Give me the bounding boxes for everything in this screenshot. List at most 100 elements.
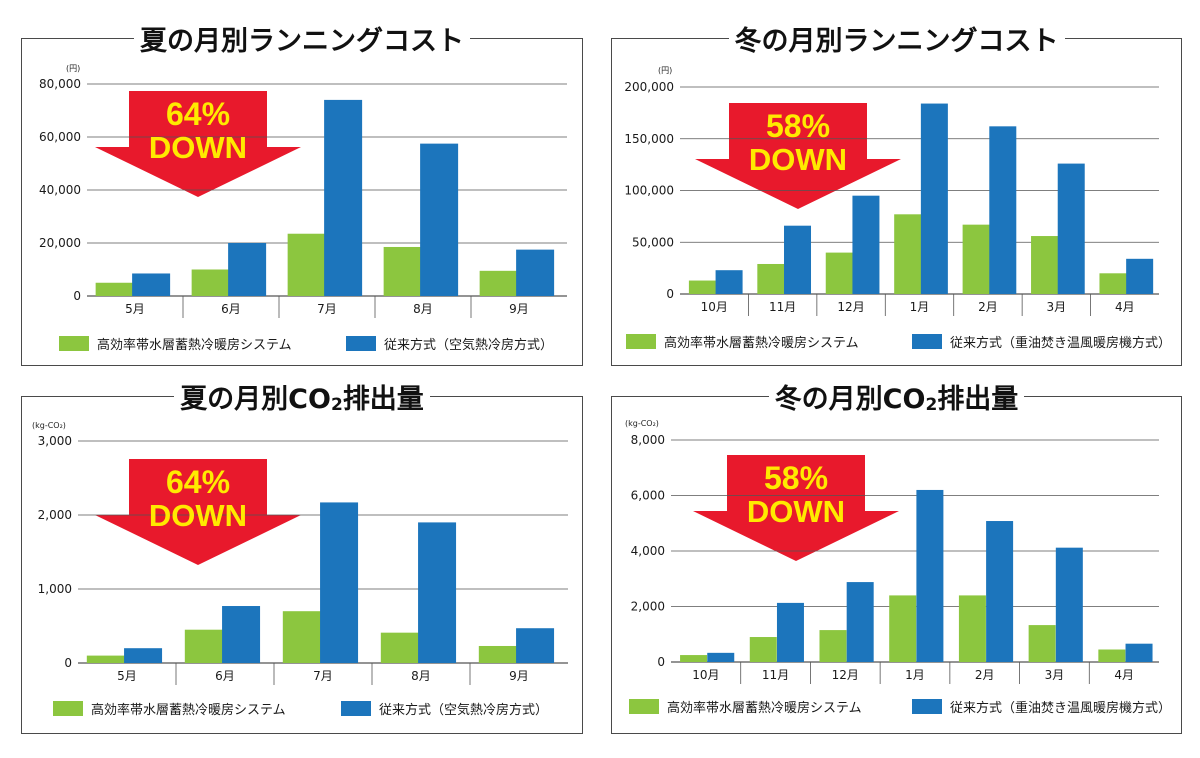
bar-blue bbox=[132, 273, 171, 296]
legend-swatch-blue bbox=[912, 699, 942, 714]
legend-label: 従来方式（重油焚き温風暖房機方式） bbox=[950, 701, 1172, 716]
legend-label: 従来方式（空気熱冷房方式） bbox=[384, 338, 554, 353]
bar-blue bbox=[1055, 547, 1083, 662]
down-arrow-icon bbox=[95, 91, 301, 197]
y-unit-label: (kg-CO₂) bbox=[32, 421, 66, 430]
bar-green bbox=[184, 629, 223, 663]
bar-blue bbox=[776, 602, 804, 662]
bar-green bbox=[1098, 649, 1126, 662]
y-tick-label: 1,000 bbox=[38, 582, 72, 596]
bar-blue bbox=[516, 249, 555, 296]
bar-blue bbox=[989, 126, 1017, 294]
legend-label: 高効率帯水層蓄熱冷暖房システム bbox=[91, 703, 286, 718]
x-tick-label: 11月 bbox=[769, 300, 796, 314]
bar-green bbox=[894, 214, 922, 294]
y-unit-label: (円) bbox=[658, 66, 673, 75]
x-tick-label: 12月 bbox=[832, 668, 859, 682]
bar-green bbox=[191, 269, 230, 296]
x-tick-label: 12月 bbox=[837, 300, 864, 314]
bar-green bbox=[1099, 273, 1127, 294]
y-tick-label: 0 bbox=[64, 656, 72, 670]
bar-green bbox=[287, 233, 326, 296]
x-tick-label: 7月 bbox=[313, 669, 333, 683]
legend-label: 従来方式（空気熱冷房方式） bbox=[379, 703, 549, 718]
bar-blue bbox=[324, 99, 363, 297]
legend-item-green: 高効率帯水層蓄熱冷暖房システム bbox=[53, 699, 286, 718]
bar-green bbox=[1031, 236, 1059, 294]
x-tick-label: 7月 bbox=[317, 302, 337, 316]
bar-blue bbox=[715, 270, 743, 294]
legend-swatch-blue bbox=[341, 701, 371, 716]
y-tick-label: 100,000 bbox=[624, 184, 674, 198]
bar-blue bbox=[707, 652, 735, 662]
x-tick-label: 8月 bbox=[411, 669, 431, 683]
x-tick-label: 6月 bbox=[221, 302, 241, 316]
winter-cost-chart-panel: 0 50,000 100,000 150,000 200,000 10月 11月 12月 1月 2… bbox=[611, 18, 1182, 366]
x-tick-label: 9月 bbox=[509, 669, 529, 683]
legend-swatch-blue bbox=[346, 336, 376, 351]
bar-blue bbox=[1057, 163, 1085, 294]
legend-item-blue: 従来方式（重油焚き温風暖房機方式） bbox=[912, 697, 1171, 716]
bar-blue bbox=[420, 143, 459, 296]
bar-green bbox=[958, 595, 986, 662]
x-tick-label: 1月 bbox=[910, 300, 930, 314]
bar-green bbox=[889, 595, 917, 662]
bar-blue bbox=[124, 648, 163, 663]
bar-blue bbox=[784, 225, 812, 294]
bar-blue bbox=[1125, 643, 1153, 662]
bar-green bbox=[282, 611, 321, 663]
legend-item-green: 高効率帯水層蓄熱冷暖房システム bbox=[626, 332, 859, 351]
bar-blue bbox=[222, 606, 261, 663]
x-tick-label: 8月 bbox=[413, 302, 433, 316]
y-tick-label: 0 bbox=[73, 289, 81, 303]
bar-green bbox=[478, 645, 517, 663]
bar-blue bbox=[986, 521, 1014, 662]
winter-co2-chart: 0 2,000 4,000 6,000 8,000 10月 11月 12月 1月 2月 3月 4月 bbox=[631, 433, 1159, 684]
y-tick-label: 6,000 bbox=[631, 489, 665, 503]
y-tick-label: 150,000 bbox=[624, 132, 674, 146]
y-tick-label: 0 bbox=[666, 287, 674, 301]
y-tick-label: 8,000 bbox=[631, 433, 665, 447]
x-tick-label: 4月 bbox=[1114, 668, 1134, 682]
bar-blue bbox=[920, 103, 948, 294]
bar-green bbox=[95, 282, 134, 296]
legend-item-blue: 従来方式（空気熱冷房方式） bbox=[346, 334, 553, 353]
x-tick-label: 6月 bbox=[215, 669, 235, 683]
summer-cost-chart: 0 20,000 40,000 60,000 80,000 5月 6月 7月 8月 9月 bbox=[39, 77, 567, 318]
y-tick-label: 200,000 bbox=[624, 80, 674, 94]
bar-blue bbox=[516, 628, 555, 663]
winter-co2-chart-panel: 0 2,000 4,000 6,000 8,000 10月 11月 12月 1月 2月 3月 4月 冬… bbox=[611, 376, 1182, 734]
bar-green bbox=[479, 270, 518, 296]
x-tick-label: 5月 bbox=[117, 669, 137, 683]
bar-blue bbox=[418, 522, 457, 663]
y-tick-label: 0 bbox=[657, 655, 665, 669]
x-tick-label: 9月 bbox=[509, 302, 529, 316]
bar-green bbox=[757, 263, 785, 294]
x-tick-label: 10月 bbox=[701, 300, 728, 314]
x-tick-label: 3月 bbox=[1047, 300, 1067, 314]
x-tick-label: 2月 bbox=[978, 300, 998, 314]
bar-green bbox=[962, 224, 990, 294]
y-tick-label: 4,000 bbox=[631, 544, 665, 558]
bar-green bbox=[819, 630, 847, 662]
x-tick-label: 10月 bbox=[692, 668, 719, 682]
bar-blue bbox=[320, 502, 359, 663]
x-tick-label: 2月 bbox=[975, 668, 995, 682]
legend-swatch-green bbox=[59, 336, 89, 351]
legend-label: 従来方式（重油焚き温風暖房機方式） bbox=[950, 336, 1172, 351]
y-tick-label: 3,000 bbox=[38, 434, 72, 448]
legend-label: 高効率帯水層蓄熱冷暖房システム bbox=[667, 701, 862, 716]
x-tick-label: 5月 bbox=[125, 302, 145, 316]
x-tick-label: 1月 bbox=[905, 668, 925, 682]
legend-label: 高効率帯水層蓄熱冷暖房システム bbox=[97, 338, 292, 353]
y-unit-label: (kg-CO₂) bbox=[625, 419, 659, 428]
down-arrow-icon bbox=[693, 455, 899, 561]
summer-co2-chart-panel: 0 1,000 2,000 3,000 5月 6月 7月 8月 9月 夏の月別CO2排出量 (k… bbox=[21, 376, 583, 734]
y-tick-label: 80,000 bbox=[39, 77, 81, 91]
down-arrow-icon bbox=[695, 103, 901, 209]
legend-item-blue: 従来方式（重油焚き温風暖房機方式） bbox=[912, 332, 1171, 351]
down-arrow-icon bbox=[95, 459, 301, 565]
y-tick-label: 2,000 bbox=[38, 508, 72, 522]
y-tick-label: 40,000 bbox=[39, 183, 81, 197]
bar-blue bbox=[228, 243, 267, 296]
